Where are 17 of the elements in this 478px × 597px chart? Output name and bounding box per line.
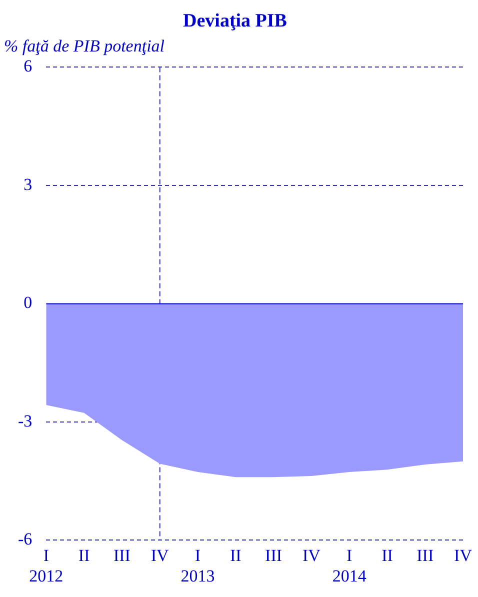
x-tick-label: II bbox=[230, 546, 242, 565]
y-tick-label: 0 bbox=[24, 293, 32, 312]
x-tick-label: II bbox=[78, 546, 90, 565]
x-tick-label: III bbox=[416, 546, 434, 565]
x-tick-label: I 2014 bbox=[332, 546, 367, 586]
chart-title: Deviaţia PIB bbox=[183, 10, 288, 32]
x-tick-label: IV bbox=[302, 546, 322, 565]
x-tick-label: IV bbox=[454, 546, 473, 565]
y-tick-label: 3 bbox=[24, 174, 32, 194]
y-tick-label: -3 bbox=[18, 411, 32, 430]
x-tick-label: I 2013 bbox=[180, 546, 215, 586]
x-tick-label: III bbox=[265, 546, 282, 565]
chart-subtitle: % faţă de PIB potenţial bbox=[4, 36, 165, 56]
x-tick-label: IV bbox=[150, 546, 170, 565]
y-tick-label: 6 bbox=[24, 56, 32, 76]
x-tick-label: III bbox=[113, 546, 131, 565]
x-tick-label: II bbox=[382, 546, 394, 565]
